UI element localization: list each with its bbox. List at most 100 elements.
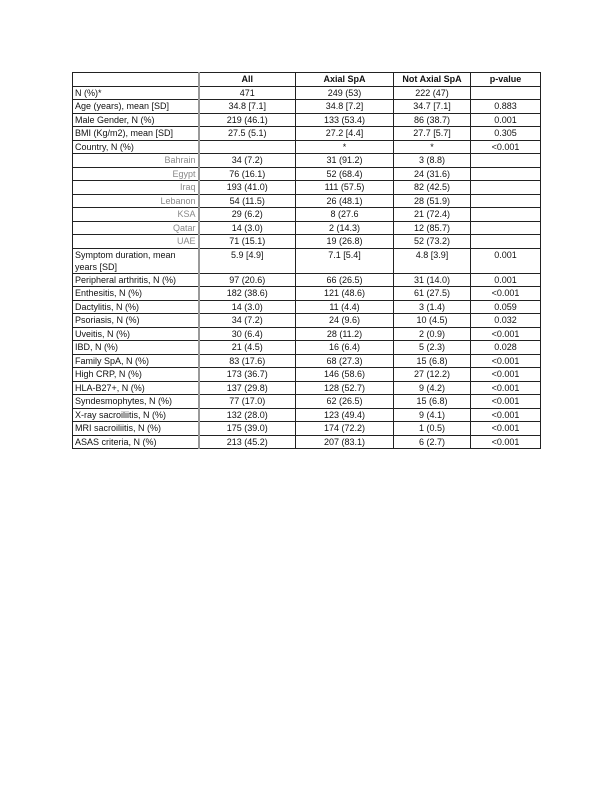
table-cell: 10 (4.5) <box>393 313 471 328</box>
row-label: Egypt <box>72 166 200 181</box>
table-cell: 86 (38.7) <box>393 112 471 127</box>
table-cell: 82 (42.5) <box>393 180 471 195</box>
row-label: IBD, N (%) <box>72 340 200 355</box>
table-cell: * <box>393 139 471 154</box>
table-cell: <0.001 <box>470 434 541 449</box>
table-row: ASAS criteria, N (%) 213 (45.2) 207 (83.1)… <box>72 434 541 449</box>
table-cell: 6 (2.7) <box>393 434 471 449</box>
table-cell: 34.8 [7.1] <box>198 99 296 114</box>
table-row: Enthesitis, N (%) 182 (38.6) 121 (48.6) 61 … <box>72 286 541 301</box>
table-row: Symptom duration, mean years [SD] 5.9 [4.… <box>72 247 541 274</box>
table-cell: 97 (20.6) <box>198 272 296 287</box>
row-label: Uveitis, N (%) <box>72 326 200 341</box>
table-cell: * <box>295 139 394 154</box>
table-cell: 222 (47) <box>393 85 471 100</box>
table-cell: 21 (72.4) <box>393 207 471 222</box>
table-cell: 128 (52.7) <box>295 380 394 395</box>
table-cell: 174 (72.2) <box>295 421 394 436</box>
table-cell: 71 (15.1) <box>198 234 296 249</box>
table-cell: 3 (1.4) <box>393 299 471 314</box>
table-row: Iraq 193 (41.0) 111 (57.5) 82 (42.5) <box>72 180 541 195</box>
table-cell: <0.001 <box>470 394 541 409</box>
table-cell: 9 (4.2) <box>393 380 471 395</box>
row-label: Peripheral arthritis, N (%) <box>72 272 200 287</box>
row-label: Enthesitis, N (%) <box>72 286 200 301</box>
table-cell: 27.5 (5.1) <box>198 126 296 141</box>
column-header: All <box>198 72 296 87</box>
table-cell: 5.9 [4.9] <box>198 247 296 274</box>
table-cell: 0.305 <box>470 126 541 141</box>
table-cell: 7.1 [5.4] <box>295 247 394 274</box>
table-cell: 14 (3.0) <box>198 299 296 314</box>
table-cell <box>470 207 541 222</box>
table-row: Male Gender, N (%) 219 (46.1) 133 (53.4) 86… <box>72 112 541 127</box>
row-label: X-ray sacroiliitis, N (%) <box>72 407 200 422</box>
table-cell: 193 (41.0) <box>198 180 296 195</box>
table-cell: 1 (0.5) <box>393 421 471 436</box>
table-cell: 0.032 <box>470 313 541 328</box>
table-cell: <0.001 <box>470 326 541 341</box>
row-label: MRI sacroiliitis, N (%) <box>72 421 200 436</box>
row-label: ASAS criteria, N (%) <box>72 434 200 449</box>
table-cell: 213 (45.2) <box>198 434 296 449</box>
table-cell: 3 (8.8) <box>393 153 471 168</box>
table-row: MRI sacroiliitis, N (%) 175 (39.0) 174 (72… <box>72 421 541 436</box>
row-label: Symptom duration, mean years [SD] <box>72 247 200 274</box>
table-cell: 5 (2.3) <box>393 340 471 355</box>
table-cell <box>470 220 541 235</box>
column-header: Not Axial SpA <box>393 72 471 87</box>
row-label: BMI (Kg/m2), mean [SD] <box>72 126 200 141</box>
table-cell <box>470 193 541 208</box>
table-row: Psoriasis, N (%) 34 (7.2) 24 (9.6) 10 (4.5)… <box>72 313 541 328</box>
table-cell: 54 (11.5) <box>198 193 296 208</box>
table-cell: 24 (31.6) <box>393 166 471 181</box>
table-cell <box>470 180 541 195</box>
table-cell: 175 (39.0) <box>198 421 296 436</box>
table-header-row: All Axial SpA Not Axial SpA p-value <box>72 72 541 87</box>
table-cell: 31 (14.0) <box>393 272 471 287</box>
row-label: Country, N (%) <box>72 139 200 154</box>
table-cell: 83 (17.6) <box>198 353 296 368</box>
row-label: High CRP, N (%) <box>72 367 200 382</box>
table-row: Peripheral arthritis, N (%) 97 (20.6) 66 (… <box>72 272 541 287</box>
table-row: N (%)* 471 249 (53) 222 (47) <box>72 85 541 100</box>
row-label: Dactylitis, N (%) <box>72 299 200 314</box>
table-cell: 76 (16.1) <box>198 166 296 181</box>
table-row: Age (years), mean [SD] 34.8 [7.1] 34.8 [7.… <box>72 99 541 114</box>
row-label: Psoriasis, N (%) <box>72 313 200 328</box>
table-row: Lebanon 54 (11.5) 26 (48.1) 28 (51.9) <box>72 193 541 208</box>
table-cell: 34 (7.2) <box>198 153 296 168</box>
table-cell: 24 (9.6) <box>295 313 394 328</box>
table-row: HLA-B27+, N (%) 137 (29.8) 128 (52.7) 9 (4.… <box>72 380 541 395</box>
table-row: Bahrain 34 (7.2) 31 (91.2) 3 (8.8) <box>72 153 541 168</box>
table-cell: <0.001 <box>470 407 541 422</box>
table-cell: 14 (3.0) <box>198 220 296 235</box>
table-row: Uveitis, N (%) 30 (6.4) 28 (11.2) 2 (0.9) <0… <box>72 326 541 341</box>
table-cell: 34 (7.2) <box>198 313 296 328</box>
table-cell: 182 (38.6) <box>198 286 296 301</box>
table-cell: 28 (51.9) <box>393 193 471 208</box>
table-cell: 62 (26.5) <box>295 394 394 409</box>
table-cell <box>470 166 541 181</box>
table-cell: 31 (91.2) <box>295 153 394 168</box>
table-cell: <0.001 <box>470 367 541 382</box>
table-cell: 30 (6.4) <box>198 326 296 341</box>
table-row: Egypt 76 (16.1) 52 (68.4) 24 (31.6) <box>72 166 541 181</box>
table-cell: 146 (58.6) <box>295 367 394 382</box>
table-cell: 34.8 [7.2] <box>295 99 394 114</box>
table-cell: 111 (57.5) <box>295 180 394 195</box>
table-cell: 249 (53) <box>295 85 394 100</box>
table-row: X-ray sacroiliitis, N (%) 132 (28.0) 123 (… <box>72 407 541 422</box>
table-cell: 27 (12.2) <box>393 367 471 382</box>
table-cell: 34.7 [7.1] <box>393 99 471 114</box>
table-cell: 15 (6.8) <box>393 353 471 368</box>
row-label: Family SpA, N (%) <box>72 353 200 368</box>
table-cell: 77 (17.0) <box>198 394 296 409</box>
table-cell: 11 (4.4) <box>295 299 394 314</box>
table-cell: 0.059 <box>470 299 541 314</box>
table-cell: 0.028 <box>470 340 541 355</box>
row-label: HLA-B27+, N (%) <box>72 380 200 395</box>
table-cell: 19 (26.8) <box>295 234 394 249</box>
table-cell <box>470 85 541 100</box>
table-cell: 66 (26.5) <box>295 272 394 287</box>
